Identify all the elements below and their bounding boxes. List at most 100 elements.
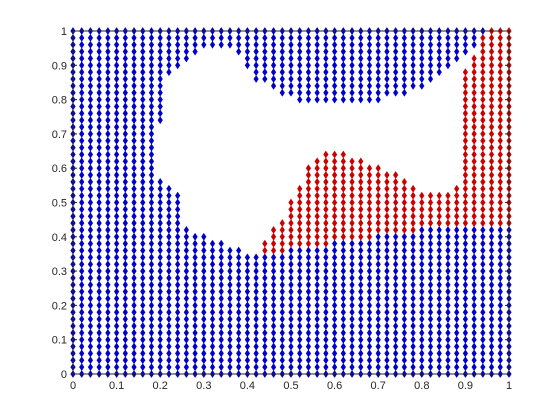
- point-class-1: [79, 143, 85, 152]
- point-class-1: [462, 294, 468, 303]
- point-class-2: [462, 184, 468, 193]
- point-class-1: [87, 143, 94, 152]
- point-class-1: [270, 308, 277, 317]
- point-class-1: [148, 33, 155, 42]
- point-class-1: [462, 260, 468, 269]
- point-class-1: [419, 301, 425, 310]
- point-class-1: [105, 219, 111, 227]
- point-class-1: [148, 88, 155, 97]
- point-class-2: [332, 212, 338, 221]
- point-class-1: [122, 178, 128, 186]
- point-class-1: [471, 322, 477, 330]
- point-class-1: [157, 349, 163, 358]
- point-class-1: [358, 294, 364, 303]
- point-class-1: [140, 328, 146, 337]
- point-class-1: [87, 75, 94, 83]
- point-class-1: [297, 294, 303, 303]
- point-class-2: [410, 212, 416, 221]
- point-class-1: [279, 280, 285, 289]
- point-class-1: [288, 342, 294, 351]
- point-class-1: [375, 40, 381, 49]
- point-class-1: [105, 239, 111, 248]
- point-class-1: [79, 54, 85, 63]
- point-class-1: [270, 267, 277, 275]
- point-class-1: [253, 33, 259, 42]
- point-class-1: [79, 212, 85, 221]
- point-class-2: [419, 198, 425, 207]
- y-tick-label: 0.8: [52, 95, 67, 107]
- point-class-1: [183, 349, 189, 358]
- point-class-1: [87, 246, 94, 255]
- point-class-1: [244, 274, 250, 282]
- point-class-1: [366, 342, 373, 351]
- point-class-2: [497, 157, 503, 166]
- point-class-1: [270, 253, 277, 262]
- point-class-1: [244, 315, 250, 324]
- point-class-2: [332, 150, 338, 159]
- point-class-1: [288, 287, 294, 296]
- point-class-1: [192, 294, 198, 303]
- point-class-1: [445, 33, 451, 42]
- point-class-1: [201, 260, 207, 269]
- point-class-1: [236, 294, 242, 303]
- point-class-1: [314, 356, 320, 365]
- point-class-1: [148, 226, 155, 234]
- point-class-1: [366, 274, 373, 282]
- point-class-1: [122, 102, 128, 111]
- point-class-1: [157, 260, 163, 269]
- point-class-1: [157, 178, 163, 186]
- point-class-1: [131, 274, 137, 282]
- point-class-1: [87, 136, 94, 145]
- point-class-1: [480, 308, 486, 317]
- point-class-1: [157, 322, 163, 330]
- point-class-1: [227, 246, 233, 255]
- point-class-1: [79, 178, 85, 186]
- point-class-2: [340, 178, 346, 186]
- point-class-1: [436, 267, 442, 275]
- point-class-1: [393, 246, 399, 255]
- point-class-1: [497, 322, 503, 330]
- point-class-2: [332, 205, 338, 214]
- point-class-1: [114, 136, 120, 145]
- point-class-1: [253, 349, 259, 358]
- point-class-1: [497, 308, 503, 317]
- point-class-1: [305, 322, 312, 330]
- point-class-1: [122, 40, 128, 49]
- point-class-1: [410, 280, 416, 289]
- point-class-1: [131, 143, 137, 152]
- point-class-1: [419, 349, 425, 358]
- point-class-1: [79, 47, 85, 56]
- point-class-1: [140, 54, 146, 63]
- point-class-1: [253, 40, 259, 49]
- point-class-2: [497, 191, 503, 200]
- point-class-1: [332, 335, 338, 344]
- point-class-1: [148, 301, 155, 310]
- point-class-1: [445, 342, 451, 351]
- point-class-1: [175, 294, 181, 303]
- point-class-1: [332, 328, 338, 337]
- point-class-1: [488, 280, 495, 289]
- point-class-1: [87, 123, 94, 131]
- point-class-2: [497, 33, 503, 42]
- point-class-1: [436, 68, 442, 77]
- point-class-1: [314, 246, 320, 255]
- point-class-1: [305, 81, 312, 90]
- point-class-1: [393, 315, 399, 324]
- point-class-1: [401, 274, 407, 282]
- point-class-1: [140, 205, 146, 214]
- point-class-1: [305, 335, 312, 344]
- point-class-1: [79, 109, 85, 118]
- point-class-2: [497, 75, 503, 83]
- point-class-1: [436, 246, 442, 255]
- point-class-1: [105, 54, 111, 63]
- point-class-1: [332, 95, 338, 104]
- point-class-1: [305, 356, 312, 365]
- point-class-1: [279, 253, 285, 262]
- point-class-2: [297, 198, 303, 207]
- point-class-1: [288, 294, 294, 303]
- point-class-1: [340, 322, 346, 330]
- point-class-1: [183, 315, 189, 324]
- point-class-1: [96, 253, 102, 262]
- point-class-1: [201, 40, 207, 49]
- point-class-2: [358, 226, 364, 234]
